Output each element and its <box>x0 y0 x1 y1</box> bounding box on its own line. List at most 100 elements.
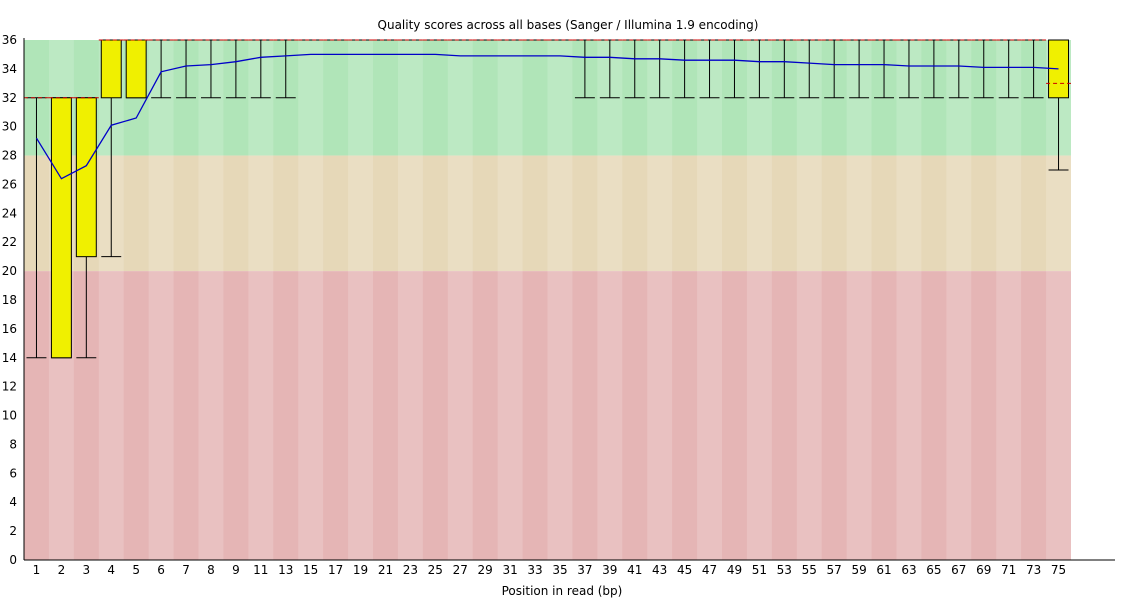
x-tick-label: 6 <box>157 563 165 577</box>
x-tick-label: 17 <box>328 563 343 577</box>
whisker-1 <box>26 97 47 359</box>
mean-line-layer <box>35 53 1059 180</box>
x-tick-label: 11 <box>253 563 268 577</box>
y-tick-label: 20 <box>2 264 17 278</box>
x-tick-label: 13 <box>278 563 293 577</box>
y-tick-label: 36 <box>2 33 17 47</box>
quality-zones <box>24 40 1071 560</box>
y-tick-label: 22 <box>2 235 17 249</box>
whisker-7 <box>176 39 197 99</box>
mean-line <box>35 53 1059 180</box>
x-tick-label: 43 <box>652 563 667 577</box>
x-tick-label: 59 <box>851 563 866 577</box>
stripe <box>597 40 623 560</box>
whisker-58-59 <box>849 39 870 99</box>
x-tick-label: 29 <box>478 563 493 577</box>
x-tick-label: 39 <box>602 563 617 577</box>
y-tick-label: 4 <box>9 495 17 509</box>
x-tick-label: 61 <box>876 563 891 577</box>
x-tick-label: 15 <box>303 563 318 577</box>
zone-good <box>24 40 1071 156</box>
whisker-44-45 <box>674 39 695 99</box>
stripe <box>348 40 373 560</box>
x-tick-label: 75 <box>1051 563 1066 577</box>
whisker-6 <box>151 39 172 99</box>
x-tick-label: 4 <box>107 563 115 577</box>
whisker-46-47 <box>699 39 720 99</box>
whisker-68-69 <box>973 39 994 99</box>
whisker-48-49 <box>724 39 745 99</box>
whisker-70-71 <box>998 39 1019 99</box>
stripe <box>846 40 872 560</box>
x-tick-label: 7 <box>182 563 190 577</box>
x-tick-label: 49 <box>727 563 742 577</box>
whisker-38-39 <box>599 39 620 99</box>
y-tick-label: 10 <box>2 409 17 423</box>
stripe <box>397 40 423 560</box>
x-tick-label: 51 <box>752 563 767 577</box>
whisker-54-55 <box>799 39 820 99</box>
chart-title: Quality scores across all bases (Sanger … <box>378 18 759 32</box>
whisker-52-53 <box>774 39 795 99</box>
x-tick-label: 67 <box>951 563 966 577</box>
x-tick-label: 71 <box>1001 563 1016 577</box>
x-tick-label: 9 <box>232 563 240 577</box>
x-tick-label: 19 <box>353 563 368 577</box>
y-tick-label: 32 <box>2 91 17 105</box>
x-axis-label: Position in read (bp) <box>502 584 623 598</box>
iqr-boxes <box>50 39 1070 359</box>
stripe <box>148 40 174 560</box>
stripe <box>896 40 922 560</box>
stripe <box>697 40 722 560</box>
whisker-56-57 <box>824 39 845 99</box>
y-tick-label: 34 <box>2 62 17 76</box>
x-tick-label: 65 <box>926 563 941 577</box>
x-tick-label: 69 <box>976 563 991 577</box>
stripe <box>198 40 224 560</box>
x-tick-label: 45 <box>677 563 692 577</box>
whisker-8 <box>200 39 221 99</box>
x-tick-label: 47 <box>702 563 717 577</box>
y-tick-label: 0 <box>9 553 17 567</box>
x-axis-ticks: 1 2 3 4 5 6 7 8 9 11 13 15 17 19 21 23 25 27 29 31 33 35 37 39 4… <box>33 563 1067 577</box>
x-tick-label: 21 <box>378 563 393 577</box>
whisker-50-51 <box>749 39 770 99</box>
x-tick-label: 3 <box>83 563 91 577</box>
x-tick-label: 1 <box>33 563 41 577</box>
y-tick-label: 18 <box>2 293 17 307</box>
y-tick-label: 30 <box>2 120 17 134</box>
whisker-62-63 <box>898 39 919 99</box>
stripe <box>298 40 324 560</box>
x-tick-label: 27 <box>453 563 468 577</box>
x-tick-label: 31 <box>502 563 517 577</box>
x-tick-label: 25 <box>428 563 443 577</box>
box-5 <box>125 39 147 99</box>
whisker-9 <box>225 39 246 99</box>
x-tick-label: 37 <box>577 563 592 577</box>
position-stripes <box>48 40 1071 560</box>
x-tick-label: 35 <box>552 563 567 577</box>
y-tick-label: 6 <box>9 466 17 480</box>
box-2 <box>50 97 72 359</box>
x-tick-label: 8 <box>207 563 215 577</box>
whisker-12-13 <box>275 39 296 99</box>
box-4 <box>100 39 122 99</box>
x-tick-label: 53 <box>777 563 792 577</box>
zone-poor <box>24 271 1071 560</box>
x-tick-label: 41 <box>627 563 642 577</box>
x-tick-label: 23 <box>403 563 418 577</box>
whisker-60-61 <box>874 39 895 99</box>
x-tick-label: 57 <box>827 563 842 577</box>
y-tick-label: 24 <box>2 206 17 220</box>
x-tick-label: 2 <box>58 563 66 577</box>
axes <box>23 38 1115 561</box>
stripe <box>746 40 772 560</box>
y-tick-label: 14 <box>2 351 17 365</box>
y-tick-label: 16 <box>2 322 17 336</box>
stripe <box>547 40 573 560</box>
x-tick-label: 33 <box>527 563 542 577</box>
stripe <box>946 40 972 560</box>
whisker-72-73 <box>1023 39 1044 99</box>
